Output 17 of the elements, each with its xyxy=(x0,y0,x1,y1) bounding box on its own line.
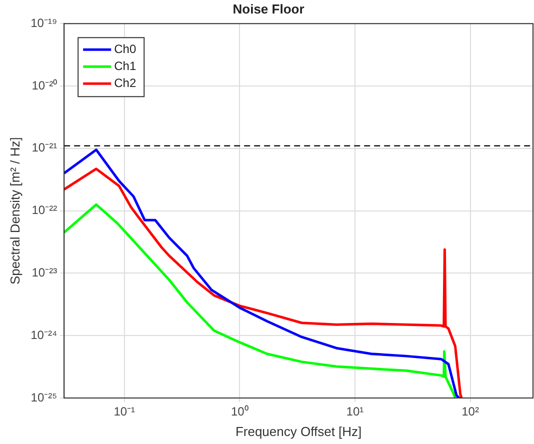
x-tick-label: 10¹ xyxy=(346,404,364,419)
y-tick-label: 10⁻²⁴ xyxy=(30,328,58,342)
y-tick-label: 10⁻²⁵ xyxy=(30,390,58,404)
y-axis-title: Spectral Density [m² / Hz] xyxy=(7,137,22,284)
y-tick-label: 10⁻²³ xyxy=(32,266,58,280)
y-tick-label: 10⁻²⁰ xyxy=(32,78,58,92)
legend-label: Ch2 xyxy=(114,76,136,90)
y-tick-label: 10⁻¹⁹ xyxy=(30,16,58,30)
x-tick-label: 10⁰ xyxy=(231,404,248,419)
chart-title: Noise Floor xyxy=(232,1,304,16)
legend-label: Ch1 xyxy=(114,58,136,73)
x-axis-title: Frequency Offset [Hz] xyxy=(235,424,362,439)
x-tick-label: 10⁻¹ xyxy=(114,404,136,419)
y-tick-label: 10⁻²² xyxy=(32,203,58,218)
legend-label: Ch0 xyxy=(114,42,136,56)
y-tick-label: 10⁻²¹ xyxy=(32,140,58,155)
x-tick-label: 10² xyxy=(462,404,479,419)
